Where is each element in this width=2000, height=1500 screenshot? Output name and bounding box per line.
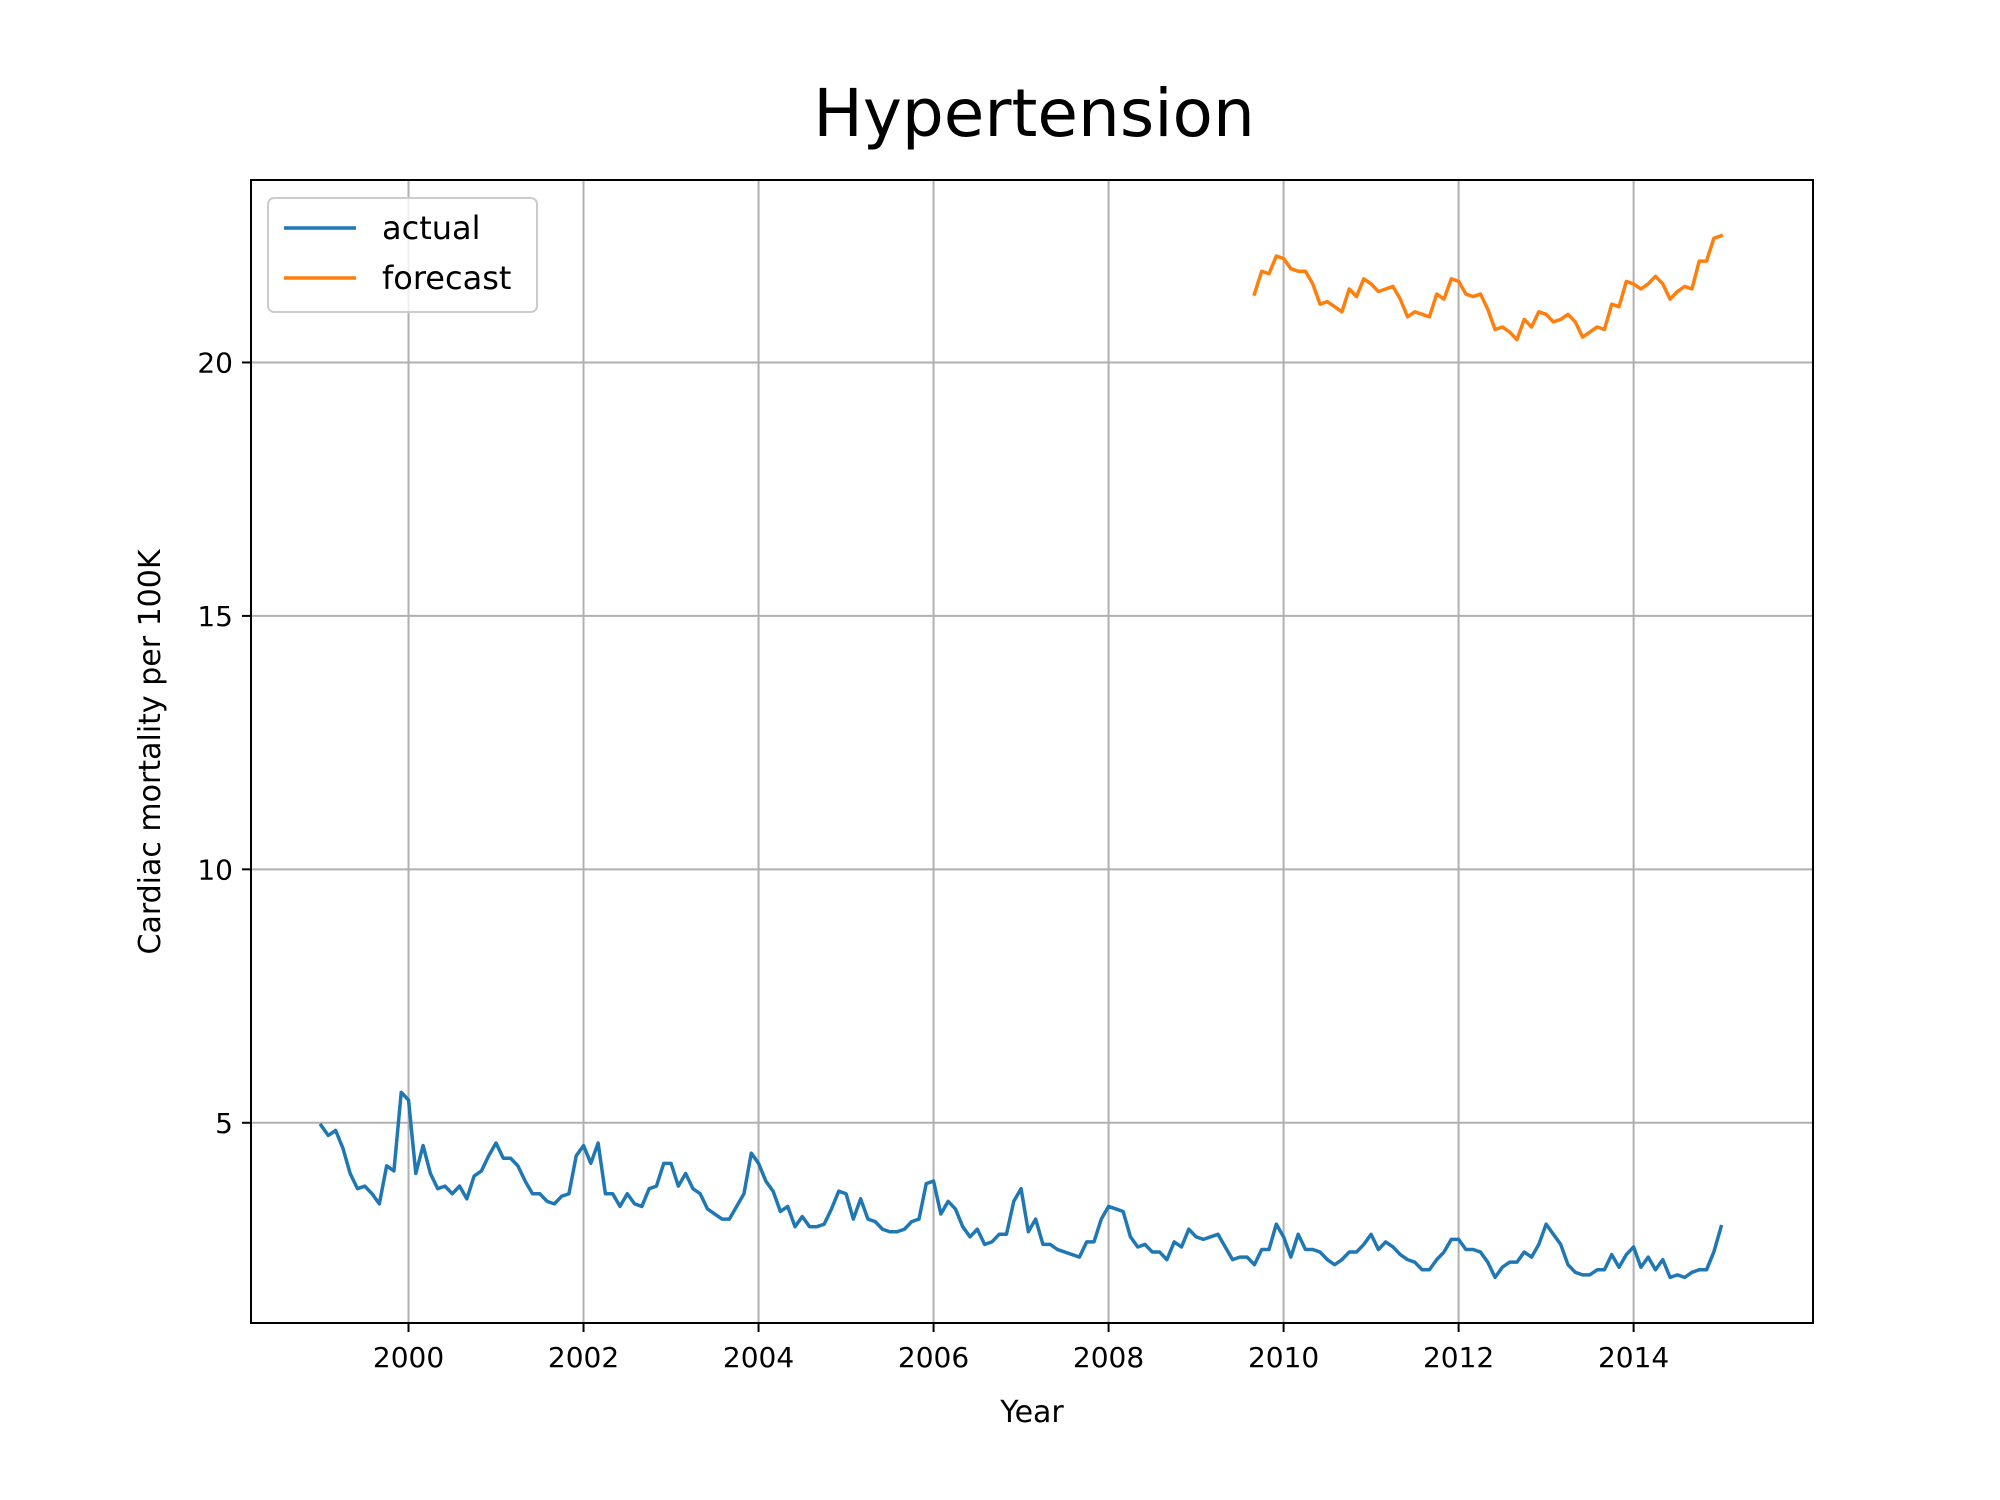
x-tick-label: 2008: [1073, 1341, 1144, 1374]
chart-title: Hypertension: [813, 75, 1255, 152]
y-tick-label: 10: [197, 853, 233, 886]
y-tick-label: 20: [197, 346, 233, 379]
x-tick-label: 2012: [1423, 1341, 1494, 1374]
legend: actual forecast: [267, 197, 538, 313]
x-axis-label: Year: [999, 1395, 1064, 1430]
y-tick-label: 5: [215, 1107, 233, 1140]
x-tick-label: 2000: [373, 1341, 444, 1374]
x-tick-label: 2002: [548, 1341, 619, 1374]
legend-label-forecast: forecast: [382, 259, 511, 297]
series-line-actual: [318, 1090, 1724, 1280]
x-tick-label: 2004: [723, 1341, 794, 1374]
x-tick-label: 2010: [1248, 1341, 1319, 1374]
x-axis: 2000 2002 2004 2006 2008 2010 2012 2014: [373, 1323, 1669, 1374]
y-axis-label: Cardiac mortality per 100K: [133, 548, 168, 954]
x-tick-label: 2014: [1598, 1341, 1669, 1374]
series-line-forecast: [1252, 233, 1724, 342]
x-tick-label: 2006: [898, 1341, 969, 1374]
legend-label-actual: actual: [382, 209, 481, 247]
y-axis: 5 10 15 20: [197, 346, 251, 1140]
y-tick-label: 15: [197, 600, 233, 633]
grid: [251, 180, 1813, 1323]
axes-frame: [250, 179, 1814, 1324]
series-layer: [318, 233, 1724, 1280]
